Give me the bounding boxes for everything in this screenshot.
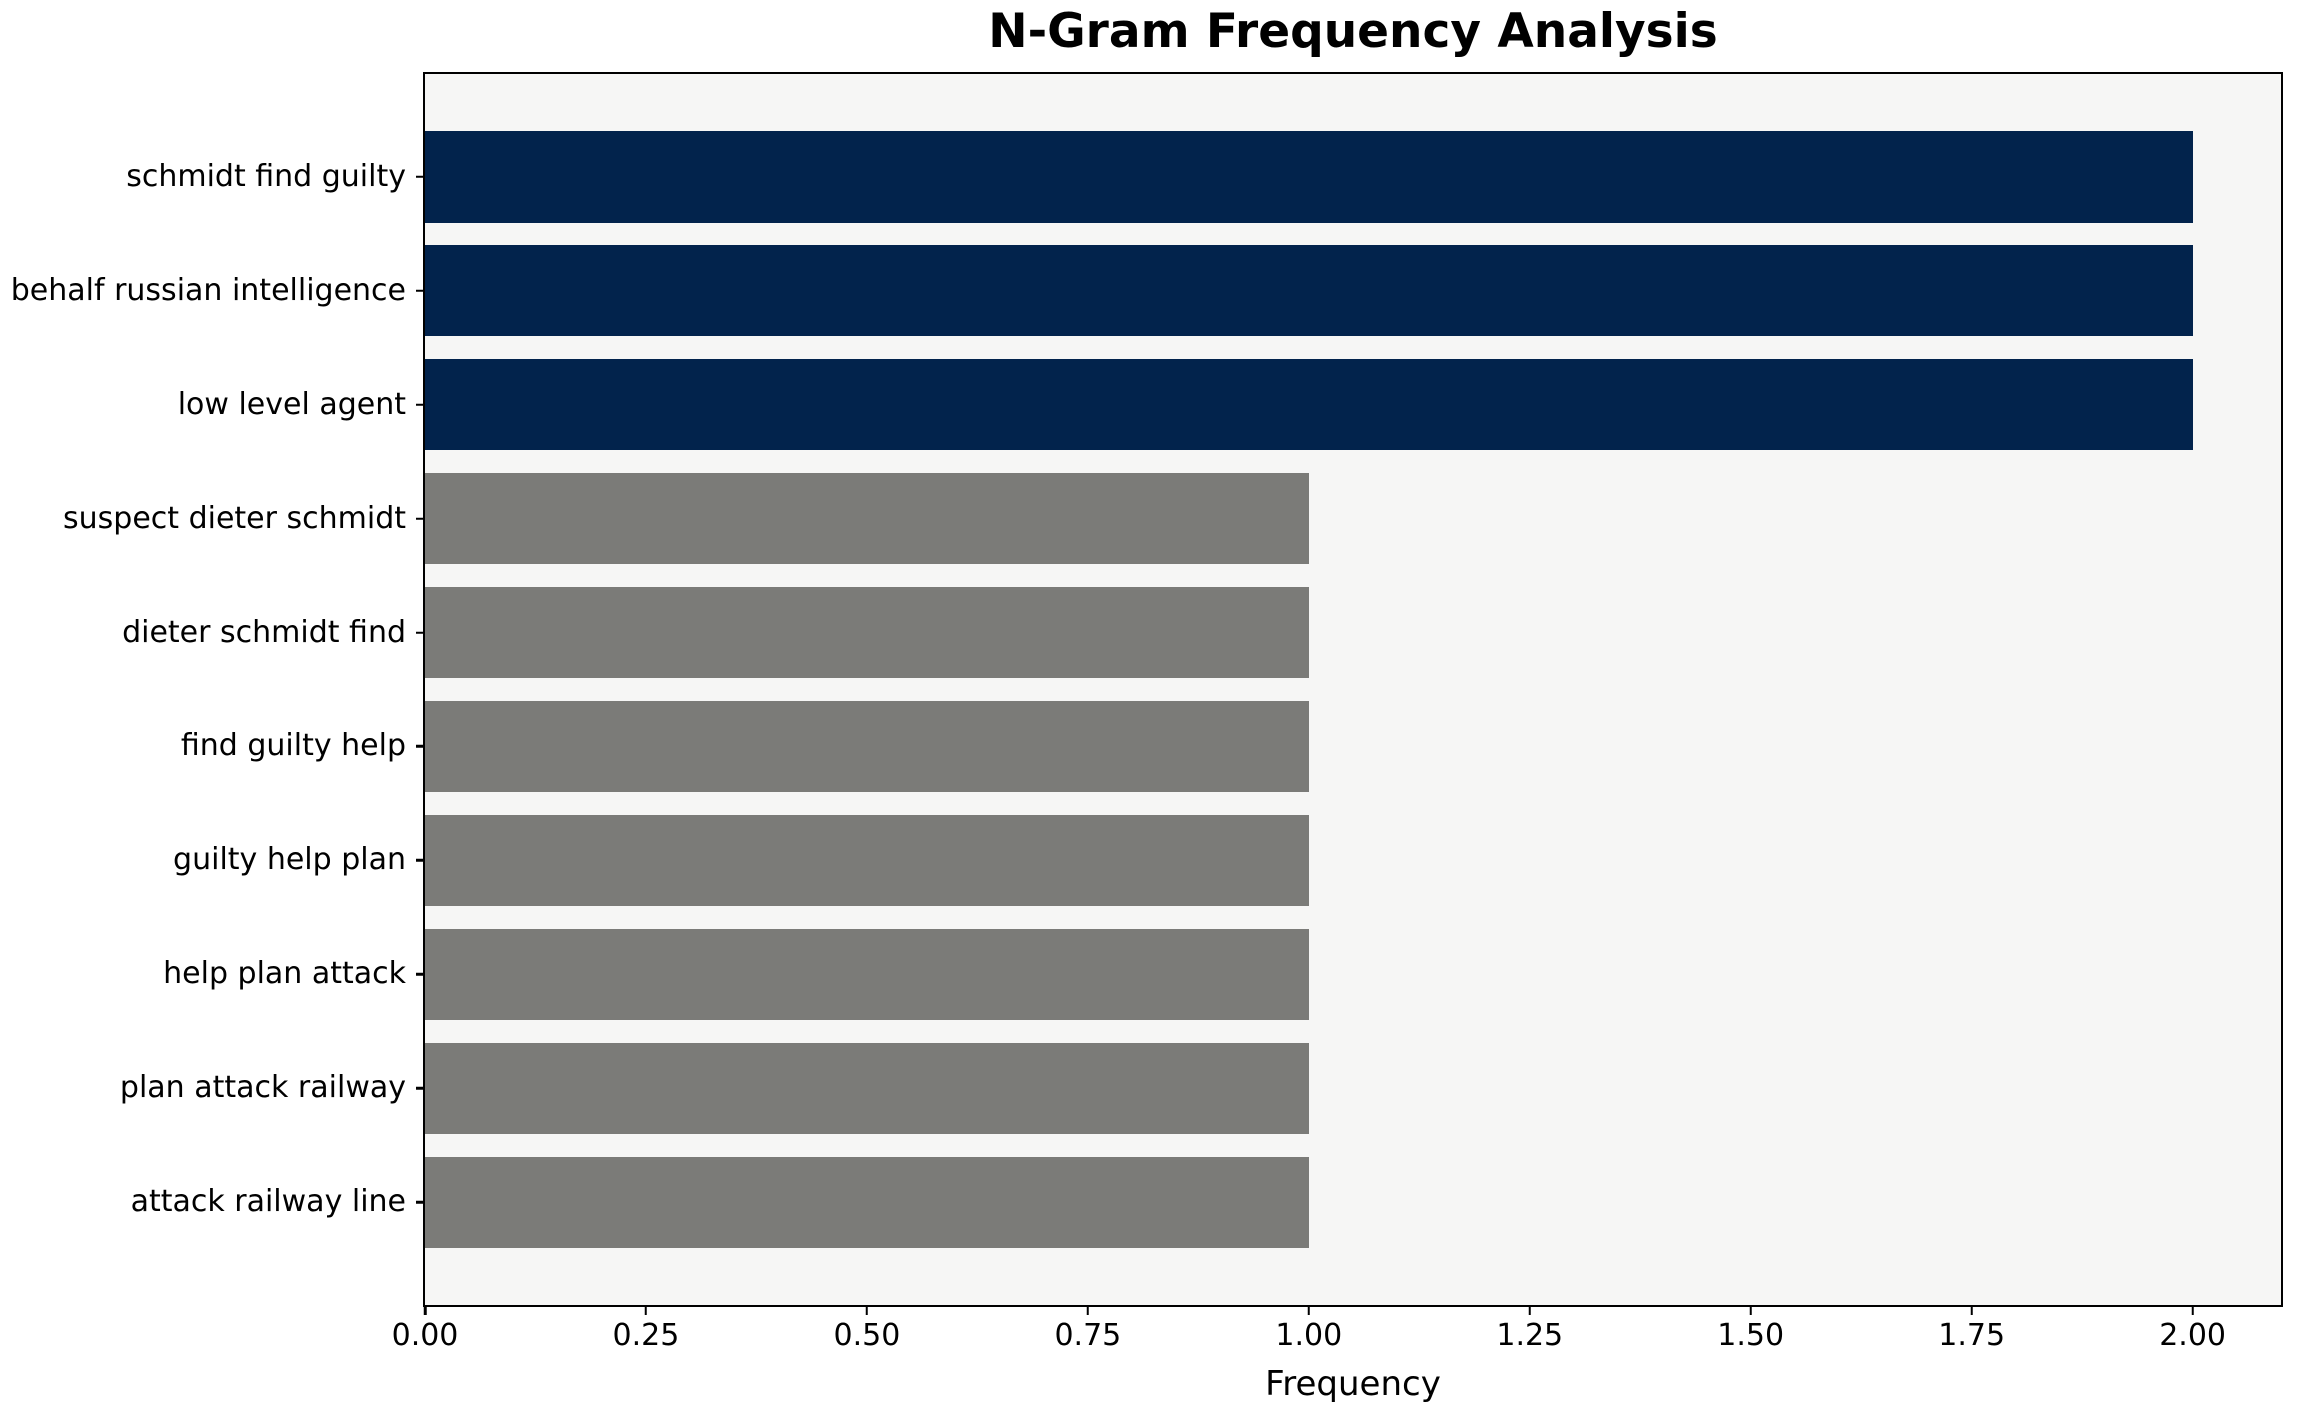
bar-band: behalf russian intelligence (11, 234, 2281, 348)
y-tick-mark (416, 973, 425, 976)
x-tick-label: 0.25 (612, 1318, 680, 1353)
bar-band: plan attack railway (120, 1031, 2281, 1145)
y-tick-label: suspect dieter schmidt (63, 500, 406, 536)
x-tick-label: 1.25 (1496, 1318, 1564, 1353)
y-tick-label: dieter schmidt find (122, 614, 406, 650)
y-tick-mark (416, 289, 425, 293)
y-tick-label: low level agent (177, 386, 406, 422)
y-tick-mark (416, 745, 425, 748)
bar (425, 587, 1309, 679)
x-tick-label: 2.00 (2159, 1318, 2227, 1353)
x-tick-mark (1528, 1305, 1531, 1315)
x-tick-label: 1.75 (1938, 1318, 2006, 1353)
y-tick-label: help plan attack (163, 956, 406, 992)
y-tick-label: guilty help plan (173, 842, 406, 878)
bar-band: schmidt find guilty (126, 120, 2281, 234)
bar-band: find guilty help (181, 690, 2281, 804)
bar (425, 928, 1309, 1020)
y-tick-mark (416, 517, 425, 520)
x-tick-label: 0.00 (391, 1318, 459, 1353)
x-tick-mark (1749, 1305, 1752, 1315)
y-tick-label: behalf russian intelligence (10, 272, 406, 308)
x-tick-mark (1970, 1305, 1973, 1315)
x-tick-label: 1.00 (1275, 1318, 1343, 1353)
bar-band: help plan attack (163, 917, 2281, 1031)
y-tick-mark (416, 1200, 425, 1204)
bar-band: suspect dieter schmidt (63, 462, 2281, 576)
y-tick-label: schmidt find guilty (126, 158, 406, 194)
y-tick-mark (416, 1086, 425, 1090)
x-tick-mark (865, 1305, 869, 1315)
bar-band: attack railway line (131, 1145, 2281, 1259)
y-tick-mark (416, 175, 425, 179)
y-tick-label: plan attack railway (119, 1070, 406, 1106)
bar-band: low level agent (178, 348, 2281, 462)
x-tick-mark (1086, 1305, 1090, 1315)
x-tick-mark (2191, 1305, 2194, 1315)
bar-band: dieter schmidt find (122, 576, 2281, 690)
x-tick-mark (423, 1305, 427, 1315)
x-axis-label: Frequency (1265, 1364, 1441, 1404)
bar (425, 473, 1309, 565)
y-tick-label: attack railway line (130, 1184, 406, 1220)
x-tick-mark (644, 1305, 648, 1315)
bar (425, 814, 1309, 906)
y-tick-label: find guilty help (180, 728, 406, 764)
y-tick-mark (416, 859, 425, 862)
y-tick-mark (416, 631, 425, 634)
y-tick-mark (416, 403, 425, 407)
bar (425, 700, 1309, 793)
x-tick-label: 1.50 (1717, 1318, 1785, 1353)
bar (425, 1042, 1309, 1134)
bar (425, 359, 2193, 451)
chart-title: N-Gram Frequency Analysis (988, 4, 1718, 59)
x-tick-label: 0.50 (833, 1318, 901, 1353)
bar (425, 131, 2193, 223)
x-tick-label: 0.75 (1054, 1318, 1122, 1353)
plot-area: schmidt find guilty behalf russian intell… (11, 72, 2283, 1401)
bar-band: guilty help plan (173, 803, 2281, 917)
bar (425, 1156, 1309, 1248)
bars-container: schmidt find guilty behalf russian intell… (11, 74, 2281, 1305)
bar (425, 245, 2193, 337)
x-tick-mark (1307, 1305, 1311, 1315)
